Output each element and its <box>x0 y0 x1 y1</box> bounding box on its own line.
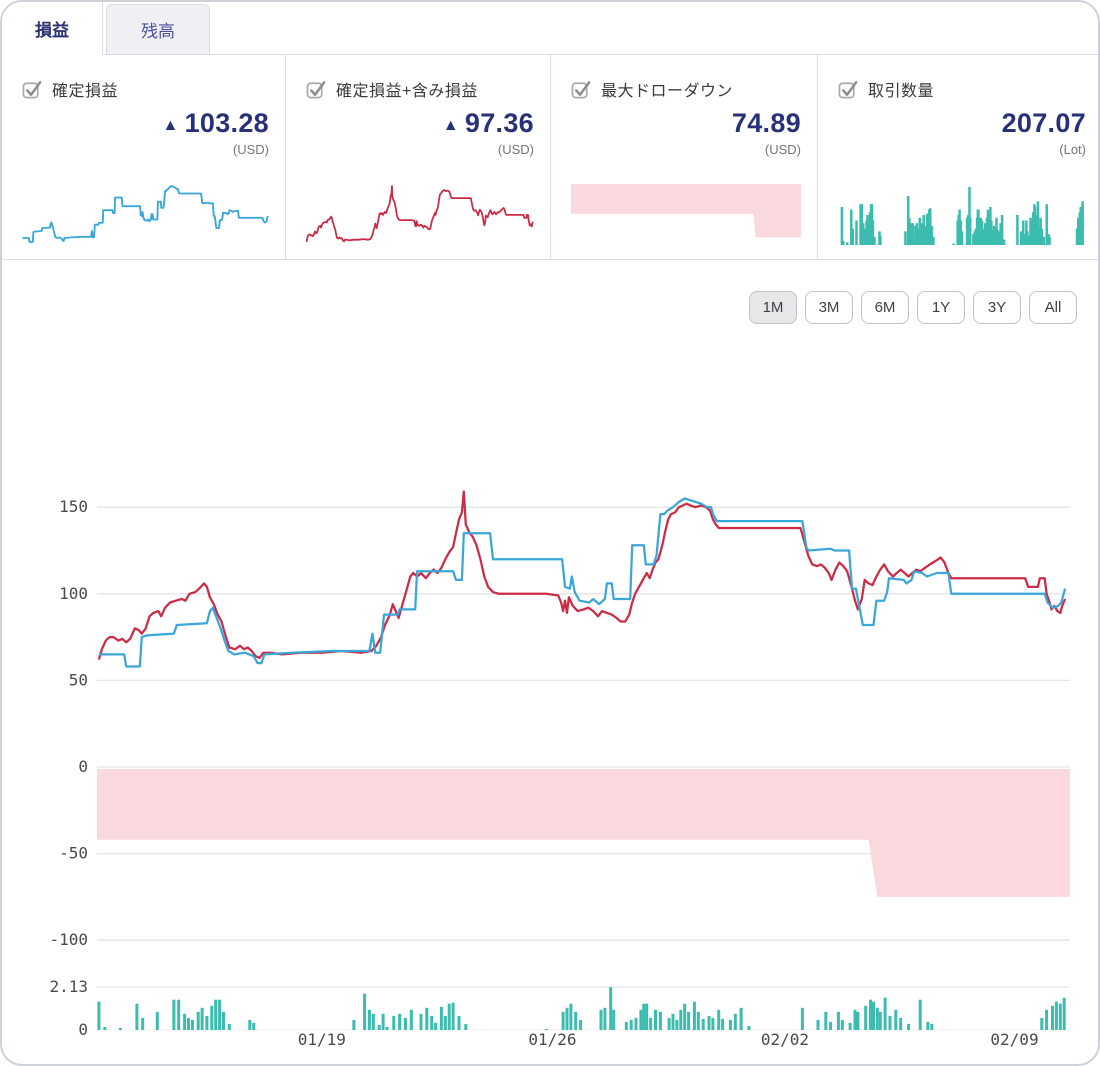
checkbox-total-pl[interactable] <box>306 79 327 100</box>
sparkline-trade-volume <box>840 187 1084 245</box>
svg-text:150: 150 <box>59 497 88 516</box>
tab-divider <box>102 54 1098 55</box>
card-max-drawdown: 最大ドローダウン 74.89 (USD) <box>550 55 817 259</box>
svg-text:01/19: 01/19 <box>298 1030 346 1049</box>
sparkline-max-drawdown <box>571 184 801 238</box>
main-chart[interactable]: 150 100 50 0 -50 -100 2.13 0 01/19 01/26 02/02 02/0… <box>2 448 1100 1062</box>
range-button-3y[interactable]: 3Y <box>973 291 1021 324</box>
sparkline-realized-pl <box>22 185 269 243</box>
svg-text:0: 0 <box>78 1020 88 1039</box>
delta-up-icon: ▲ <box>162 117 179 134</box>
tab-profit-loss-label: 損益 <box>35 21 69 40</box>
tab-balance[interactable]: 残高 <box>106 4 210 54</box>
card-realized-pl-unit: (USD) <box>232 142 269 157</box>
svg-text:2.13: 2.13 <box>49 977 88 996</box>
card-max-drawdown-unit: (USD) <box>764 142 801 157</box>
card-total-pl-label: 確定損益+含み損益 <box>336 83 478 100</box>
checkbox-realized-pl[interactable] <box>22 79 43 100</box>
card-trade-volume: 取引数量 207.07 (Lot) <box>817 55 1098 259</box>
svg-text:100: 100 <box>59 584 88 603</box>
card-trade-volume-value: 207.07 <box>1001 108 1086 138</box>
range-button-1m[interactable]: 1M <box>749 291 797 324</box>
range-button-all[interactable]: All <box>1029 291 1077 324</box>
svg-text:-100: -100 <box>49 930 88 949</box>
card-max-drawdown-value: 74.89 <box>731 108 801 138</box>
card-trade-volume-unit: (Lot) <box>1059 142 1086 157</box>
svg-text:02/09: 02/09 <box>990 1030 1038 1049</box>
delta-up-icon: ▲ <box>442 117 459 134</box>
svg-text:-50: -50 <box>59 844 88 863</box>
svg-text:50: 50 <box>69 670 88 689</box>
range-button-3m[interactable]: 3M <box>805 291 853 324</box>
svg-text:0: 0 <box>78 757 88 776</box>
tab-balance-label: 残高 <box>141 22 175 41</box>
tab-profit-loss[interactable]: 損益 <box>2 2 103 55</box>
card-realized-pl-label: 確定損益 <box>52 83 119 100</box>
sparkline-total-pl <box>306 185 534 243</box>
card-realized-pl-value: ▲ 103.28 <box>162 108 269 138</box>
card-total-pl-unit: (USD) <box>497 142 534 157</box>
card-trade-volume-label: 取引数量 <box>868 83 935 100</box>
range-button-6m[interactable]: 6M <box>861 291 909 324</box>
card-max-drawdown-label: 最大ドローダウン <box>601 83 734 100</box>
card-total-pl: 確定損益+含み損益 ▲ 97.36 (USD) <box>285 55 550 259</box>
checkbox-max-drawdown[interactable] <box>571 79 592 100</box>
svg-text:02/02: 02/02 <box>761 1030 809 1049</box>
svg-text:01/26: 01/26 <box>528 1030 576 1049</box>
range-button-1y[interactable]: 1Y <box>917 291 965 324</box>
stat-cards-row: 確定損益 ▲ 103.28 (USD) 確定損益+含み損益 ▲ 97.36 (USD… <box>2 55 1098 260</box>
time-range-selector: 1M 3M 6M 1Y 3Y All <box>749 291 1077 324</box>
checkbox-trade-volume[interactable] <box>838 79 859 100</box>
card-realized-pl: 確定損益 ▲ 103.28 (USD) <box>2 55 285 259</box>
card-total-pl-value: ▲ 97.36 <box>442 108 534 138</box>
